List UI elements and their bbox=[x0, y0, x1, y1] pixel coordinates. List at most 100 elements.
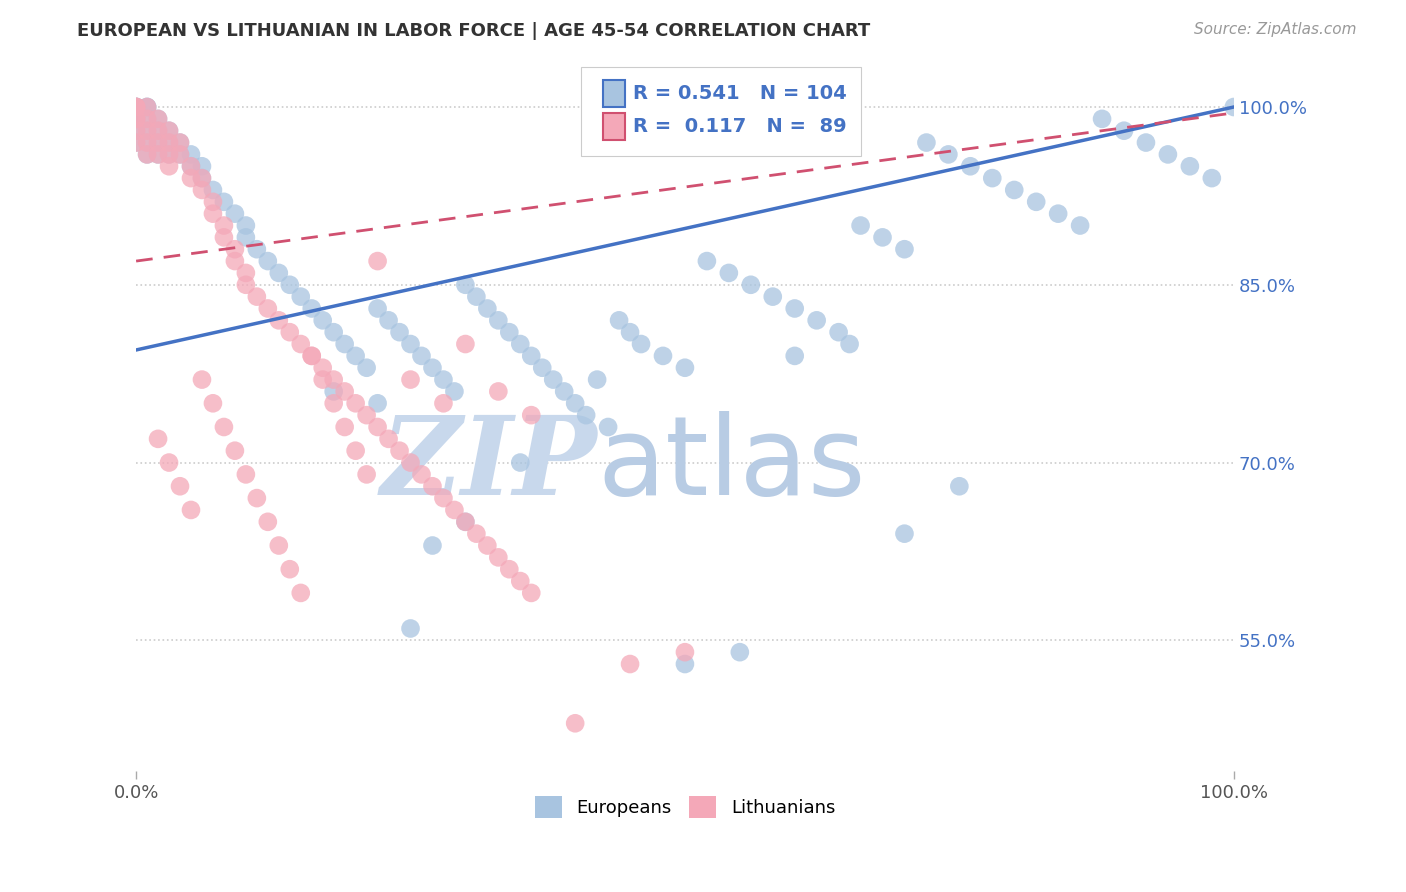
Point bbox=[136, 100, 159, 114]
Point bbox=[356, 467, 378, 482]
Point bbox=[201, 194, 224, 209]
Point bbox=[893, 242, 915, 256]
Point bbox=[312, 313, 335, 327]
Point bbox=[806, 313, 828, 327]
Point bbox=[377, 432, 399, 446]
Point bbox=[553, 384, 575, 399]
Point bbox=[212, 420, 235, 434]
Point bbox=[399, 456, 422, 470]
Point bbox=[235, 277, 257, 292]
Point bbox=[136, 124, 159, 138]
Point bbox=[125, 136, 148, 150]
Point bbox=[212, 194, 235, 209]
Point bbox=[290, 290, 312, 304]
Point bbox=[356, 360, 378, 375]
Point bbox=[849, 219, 872, 233]
Point bbox=[146, 124, 169, 138]
Point bbox=[157, 147, 180, 161]
Point bbox=[157, 159, 180, 173]
Point bbox=[356, 408, 378, 422]
FancyBboxPatch shape bbox=[581, 67, 860, 155]
Point bbox=[301, 301, 323, 316]
Point bbox=[607, 313, 630, 327]
Point bbox=[652, 349, 675, 363]
Point bbox=[191, 373, 214, 387]
Point bbox=[432, 373, 454, 387]
Point bbox=[498, 325, 520, 339]
Point bbox=[180, 503, 202, 517]
Point bbox=[180, 147, 202, 161]
Point bbox=[630, 337, 652, 351]
Point bbox=[1091, 112, 1114, 126]
Point bbox=[278, 562, 301, 576]
Point bbox=[290, 586, 312, 600]
Point bbox=[301, 349, 323, 363]
Point bbox=[125, 100, 148, 114]
Point bbox=[136, 147, 159, 161]
Point bbox=[235, 467, 257, 482]
Point bbox=[520, 586, 543, 600]
Point bbox=[125, 112, 148, 126]
Point bbox=[915, 136, 938, 150]
Point bbox=[938, 147, 960, 161]
Point bbox=[762, 290, 785, 304]
Point bbox=[948, 479, 970, 493]
Point bbox=[893, 526, 915, 541]
Point bbox=[256, 515, 278, 529]
Point bbox=[377, 313, 399, 327]
Point bbox=[477, 301, 499, 316]
Point bbox=[312, 373, 335, 387]
Point bbox=[411, 349, 433, 363]
Point bbox=[1002, 183, 1025, 197]
Point bbox=[422, 360, 444, 375]
Point bbox=[696, 254, 718, 268]
Point bbox=[157, 124, 180, 138]
Point bbox=[443, 503, 465, 517]
Point bbox=[367, 396, 389, 410]
Point bbox=[564, 716, 586, 731]
Text: ZIP: ZIP bbox=[381, 411, 598, 518]
Point bbox=[136, 100, 159, 114]
Point bbox=[267, 313, 290, 327]
FancyBboxPatch shape bbox=[603, 80, 624, 107]
Point bbox=[333, 337, 356, 351]
Point bbox=[267, 539, 290, 553]
Point bbox=[136, 147, 159, 161]
Point bbox=[520, 408, 543, 422]
Point bbox=[367, 254, 389, 268]
Point bbox=[454, 515, 477, 529]
Point bbox=[422, 539, 444, 553]
Point bbox=[312, 360, 335, 375]
Point bbox=[443, 384, 465, 399]
Point bbox=[520, 349, 543, 363]
Point bbox=[125, 124, 148, 138]
Point bbox=[388, 443, 411, 458]
Point bbox=[367, 420, 389, 434]
Point bbox=[465, 290, 488, 304]
Point bbox=[191, 171, 214, 186]
Point bbox=[278, 277, 301, 292]
Point bbox=[783, 301, 806, 316]
Point bbox=[136, 136, 159, 150]
Text: R =  0.117   N =  89: R = 0.117 N = 89 bbox=[633, 117, 846, 136]
Point bbox=[399, 337, 422, 351]
Point bbox=[872, 230, 894, 244]
Point bbox=[256, 254, 278, 268]
Point bbox=[673, 645, 696, 659]
Point bbox=[267, 266, 290, 280]
Point bbox=[981, 171, 1004, 186]
Point bbox=[125, 112, 148, 126]
Point bbox=[498, 562, 520, 576]
Point bbox=[125, 100, 148, 114]
Point bbox=[432, 491, 454, 505]
Point bbox=[959, 159, 981, 173]
Point bbox=[246, 290, 269, 304]
Point bbox=[322, 373, 344, 387]
Point bbox=[180, 159, 202, 173]
Point bbox=[136, 112, 159, 126]
Point bbox=[717, 266, 740, 280]
FancyBboxPatch shape bbox=[603, 113, 624, 140]
Point bbox=[344, 349, 367, 363]
Point bbox=[125, 100, 148, 114]
Point bbox=[1135, 136, 1157, 150]
